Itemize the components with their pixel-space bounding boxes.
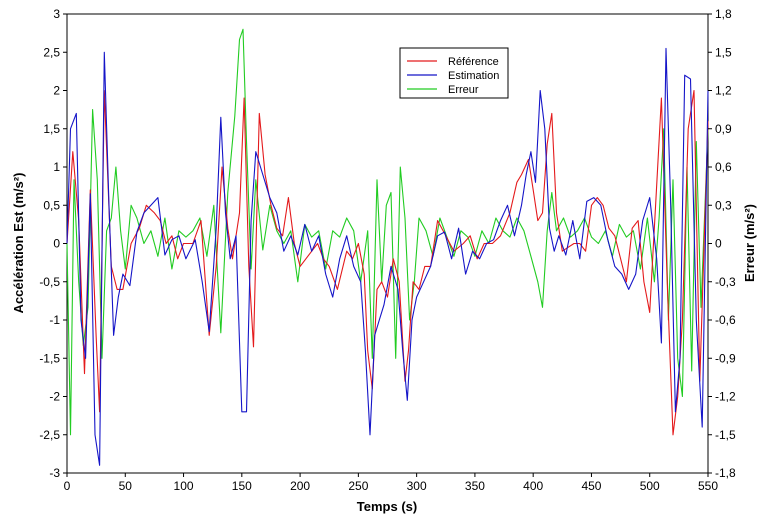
- y-right-tick-label: -1,2: [715, 390, 736, 404]
- x-tick-label: 350: [465, 479, 485, 493]
- legend-box: [399, 47, 509, 99]
- y-right-tick-label: -0,9: [715, 351, 736, 365]
- y-left-tick-label: 0,5: [43, 198, 60, 212]
- legend-label-error: Erreur: [448, 84, 479, 96]
- y-right-tick-label: -1,8: [715, 466, 736, 480]
- y-right-tick-label: 1,5: [715, 45, 732, 59]
- y-right-tick-label: -0,6: [715, 313, 736, 327]
- x-tick-label: 0: [64, 479, 71, 493]
- y-axis-title-left: Accélération Est (m/s²): [11, 173, 26, 314]
- legend-label-reference: Référence: [448, 56, 499, 68]
- y-left-tick-label: -0,5: [39, 275, 60, 289]
- y-right-tick-label: 0,6: [715, 160, 732, 174]
- y-left-tick-label: -1: [49, 313, 60, 327]
- y-left-tick-label: -1,5: [39, 351, 60, 365]
- legend-label-estimation: Estimation: [448, 70, 499, 82]
- y-left-tick-label: -3: [49, 466, 60, 480]
- y-left-tick-label: 2,5: [43, 45, 60, 59]
- y-right-tick-label: 0: [715, 237, 722, 251]
- y-left-tick-label: 2: [53, 84, 60, 98]
- x-tick-label: 550: [698, 479, 718, 493]
- x-tick-label: 200: [290, 479, 310, 493]
- x-tick-label: 50: [119, 479, 133, 493]
- series-line-reference: [66, 89, 709, 436]
- y-left-tick-label: -2,5: [39, 428, 60, 442]
- y-right-tick-label: -0,3: [715, 275, 736, 289]
- y-right-tick-label: 0,3: [715, 198, 732, 212]
- x-tick-label: 300: [407, 479, 427, 493]
- y-left-tick-label: 1: [53, 160, 60, 174]
- x-tick-label: 100: [174, 479, 194, 493]
- axes-layer: 0 50 100 150 200 250 300 350 400 450 500 550-3-2,5-…: [39, 7, 736, 493]
- x-axis-title: Temps (s): [357, 499, 417, 514]
- x-tick-label: 250: [348, 479, 368, 493]
- y-right-tick-label: -1,5: [715, 428, 736, 442]
- y-left-tick-label: -2: [49, 390, 60, 404]
- x-tick-label: 150: [232, 479, 252, 493]
- legend: Référence Estimation Erreur: [399, 47, 509, 99]
- y-left-tick-label: 3: [53, 7, 60, 21]
- series-line-estimation: [66, 47, 709, 466]
- y-right-tick-label: 0,9: [715, 122, 732, 136]
- y-right-tick-label: 1,2: [715, 84, 732, 98]
- y-left-tick-label: 0: [53, 237, 60, 251]
- series-layer: [66, 28, 709, 466]
- y-right-tick-label: 1,8: [715, 7, 732, 21]
- x-tick-label: 400: [523, 479, 543, 493]
- x-tick-label: 500: [640, 479, 660, 493]
- x-tick-label: 450: [581, 479, 601, 493]
- y-axis-title-right: Erreur (m/s²): [742, 204, 757, 282]
- y-left-tick-label: 1,5: [43, 122, 60, 136]
